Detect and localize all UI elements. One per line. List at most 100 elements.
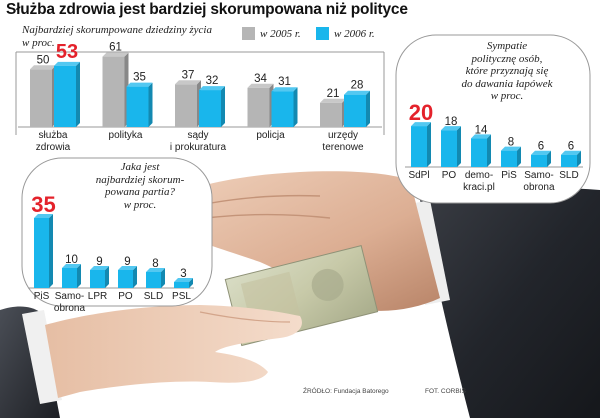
chart3-bar-side — [105, 266, 109, 288]
chart3-bar — [34, 218, 49, 288]
chart3-plot: 35 PiS 10 Samo-obrona 9 LPR 9 PO 8 SLD 3 PSL — [28, 192, 194, 314]
chart3-value-label: 10 — [65, 254, 78, 266]
chart1-bar-top — [102, 52, 129, 57]
chart2-caption-line: które przyznają się — [465, 65, 549, 77]
chart3-value-label: 9 — [96, 256, 102, 268]
chart3-bar — [174, 282, 189, 288]
chart1-bar — [102, 56, 125, 127]
chart2-value-label: 18 — [445, 116, 458, 128]
chart1-category-label: policja — [256, 130, 285, 141]
chart2-bar-top — [411, 122, 431, 127]
chart1-value-label: 21 — [327, 88, 340, 100]
chart1-subtitle-line2: w proc. — [22, 37, 55, 49]
chart3-caption-line: powana partia? — [105, 186, 175, 198]
chart1-bar-top — [199, 86, 225, 91]
chart3-value-label: 3 — [180, 268, 186, 280]
chart2-bar — [501, 150, 517, 167]
chart3-bar — [146, 272, 161, 288]
legend-2005: w 2005 r. — [242, 27, 301, 40]
chart2-bar-top — [531, 150, 551, 155]
chart1-bar-top — [30, 65, 56, 70]
chart2-bar-side — [457, 126, 461, 167]
photo-illustration: 200 — [0, 171, 600, 418]
chart2-category-label: demo- — [465, 170, 493, 181]
chart1-category-label: służba — [39, 130, 68, 141]
photo-credit: FOT. CORBIS — [425, 388, 466, 395]
chart1-value-label: 37 — [182, 69, 195, 81]
chart2-caption-line: Sympatie — [486, 40, 528, 52]
chart1-bar-top — [54, 61, 80, 66]
chart1-category-label: polityka — [109, 130, 143, 141]
chart3-bar-top — [62, 264, 81, 268]
chart3-bar-top — [34, 214, 53, 218]
chart1-bar — [247, 87, 270, 127]
chart2-bar — [471, 138, 487, 167]
chart2-value-label: 6 — [538, 141, 544, 153]
chart3-caption-line: Jaka jest — [120, 161, 160, 173]
chart3-category-label: SLD — [144, 291, 163, 302]
chart3-value-label: 9 — [124, 256, 130, 268]
left-shirt-cuff-shape — [22, 310, 62, 404]
chart1-bar-top — [344, 90, 370, 95]
chart1-category-label: sądy — [187, 130, 208, 141]
chart2-bar — [441, 130, 457, 167]
chart2-bar — [561, 154, 577, 167]
chart2-bar-top — [471, 134, 491, 139]
chart1-frame — [15, 51, 385, 135]
chart1-category-label: zdrowia — [36, 142, 71, 153]
chart1-bar — [30, 69, 52, 127]
chart1-value-label: 53 — [56, 41, 78, 63]
chart3-bar-top — [146, 268, 165, 272]
chart1-value-label: 34 — [254, 73, 267, 85]
chart3-caption: Jaka jest najbardziej skorum- powana par… — [80, 161, 200, 211]
chart1-value-label: 61 — [109, 42, 122, 54]
chart3-bar — [118, 270, 133, 288]
chart3-bar — [90, 270, 105, 288]
chart1-bar-top — [126, 82, 153, 87]
chart3-bar-top — [118, 266, 137, 270]
chart1-bar-side — [366, 90, 370, 127]
source-credit: ŹRÓDŁO: Fundacja Batorego — [303, 388, 389, 395]
chart2-value-label: 8 — [508, 137, 514, 149]
chart3-value-label: 35 — [31, 192, 55, 217]
chart1-value-label: 31 — [278, 76, 291, 88]
chart1-bar — [126, 86, 149, 127]
chart1-subtitle-line1: Najbardziej skorumpowane dziedziny życia — [22, 24, 212, 36]
chart2-bar-top — [561, 150, 581, 155]
chart3-bar-side — [77, 264, 81, 288]
chart3-category-label: Samo- — [55, 291, 84, 302]
chart1-value-label: 32 — [206, 75, 219, 87]
chart3-category-label: LPR — [88, 291, 107, 302]
chart1-bar — [54, 65, 76, 127]
legend-2005-label: w 2005 r. — [260, 27, 301, 40]
left-hand-shape — [45, 305, 302, 398]
chart1-category-label: i prokuratura — [170, 142, 227, 153]
chart1-category-label: terenowe — [322, 142, 364, 153]
chart3-caption-line: w proc. — [123, 198, 157, 211]
chart2-category-label: PiS — [501, 170, 517, 181]
chart1-value-label: 28 — [351, 80, 364, 92]
chart1-subtitle: Najbardziej skorumpowane dziedziny życia… — [22, 24, 212, 50]
chart2-category-label: PO — [442, 170, 457, 181]
chart2-category-label: SLD — [559, 170, 578, 181]
chart1-bar-side — [293, 87, 298, 127]
chart2-plot: 20 SdPl 18 PO 14 demo-kraci.pl 8 PiS 6 Samo-obron… — [405, 100, 583, 193]
chart2-category-label: Samo- — [524, 170, 553, 181]
legend-2006: w 2006 r. — [316, 27, 375, 40]
chart2-category-label: obrona — [523, 182, 555, 193]
legend-2006-label: w 2006 r. — [334, 27, 375, 40]
chart1-category-label: urzędy — [328, 130, 358, 141]
chart2-category-label: kraci.pl — [463, 182, 495, 193]
right-sleeve-shape — [420, 188, 600, 418]
chart3-value-label: 8 — [152, 258, 158, 270]
chart1-bar-side — [221, 86, 225, 127]
chart3-category-label: PSL — [172, 291, 191, 302]
chart1-bar-side — [148, 82, 153, 127]
chart2-bar — [531, 154, 547, 167]
chart2-bar — [411, 126, 427, 167]
chart3-bar-side — [189, 278, 193, 288]
chart2-bar-side — [427, 122, 431, 167]
chart3-bar-top — [174, 278, 193, 282]
